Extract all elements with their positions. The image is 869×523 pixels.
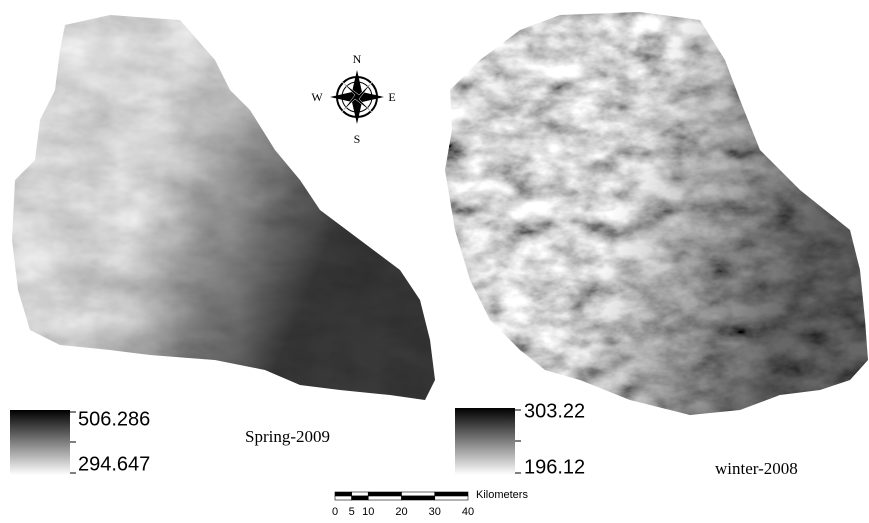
legend-spring: 506.286 294.647 Spring-2009 [10, 408, 330, 475]
scale-tick-label: 10 [362, 506, 374, 518]
legend-low: 294.647 [78, 453, 150, 475]
legend-high: 303.22 [524, 400, 585, 422]
scale-segment [435, 492, 468, 496]
scale-segment [352, 496, 369, 500]
compass-e: E [388, 90, 395, 104]
map-caption: winter-2008 [715, 459, 798, 478]
scale-segment [368, 496, 401, 500]
scale-unit: Kilometers [476, 489, 528, 501]
map-winter [440, 0, 869, 420]
scale-segment [368, 492, 401, 496]
legend-high: 506.286 [78, 408, 150, 430]
legend-low: 196.12 [524, 456, 585, 478]
scale-tick-label: 40 [462, 506, 474, 518]
scale-segment [402, 492, 435, 496]
legend-winter: 303.22 196.12 winter-2008 [455, 400, 798, 478]
page: N S E W 506.286 294.647 Spring-2009 303.… [0, 0, 869, 523]
scale-tick-label: 0 [332, 506, 338, 518]
scale-segment [335, 492, 352, 496]
compass: N S E W [311, 52, 395, 146]
map-caption: Spring-2009 [245, 427, 330, 446]
scale-segment [402, 496, 435, 500]
compass-n: N [353, 52, 362, 66]
scale-segment [435, 496, 468, 500]
map-spring [0, 0, 440, 410]
scale-tick-label: 5 [349, 506, 355, 518]
scale-tick-label: 30 [429, 506, 441, 518]
scale-segment [352, 492, 369, 496]
scale-tick-label: 20 [395, 506, 407, 518]
compass-s: S [354, 132, 361, 146]
compass-w: W [311, 90, 323, 104]
scale-segment [335, 496, 352, 500]
